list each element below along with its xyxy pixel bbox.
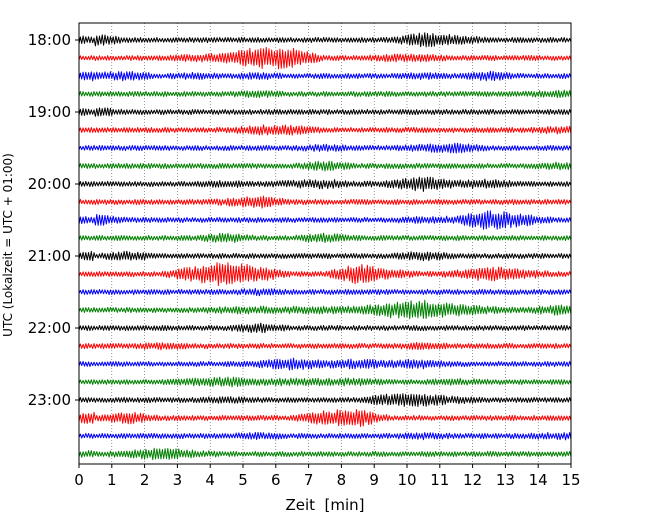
x-axis-label: Zeit [min] (285, 496, 364, 514)
trace-row-17 (78, 342, 572, 351)
x-tick-label-0: 0 (74, 471, 84, 489)
trace-row-9 (78, 195, 572, 209)
trace-row-10 (78, 210, 572, 230)
trace-row-18 (78, 357, 572, 371)
x-tick-label-11: 11 (430, 471, 449, 489)
trace-row-2 (78, 70, 572, 82)
trace-row-1 (78, 46, 572, 70)
trace-row-8 (78, 176, 572, 192)
trace-row-23 (78, 447, 572, 461)
x-tick-label-7: 7 (304, 471, 314, 489)
x-tick-label-9: 9 (369, 471, 379, 489)
x-tick-label-15: 15 (561, 471, 580, 489)
x-tick-label-8: 8 (337, 471, 347, 489)
x-tick-label-5: 5 (238, 471, 248, 489)
trace-row-22 (78, 431, 572, 441)
trace-row-21 (78, 408, 572, 427)
x-tick-label-2: 2 (140, 471, 150, 489)
y-tick-label-5: 23:00 (28, 391, 71, 409)
trace-row-11 (78, 232, 572, 244)
plot-frame (78, 22, 572, 465)
y-tick-label-3: 21:00 (28, 247, 71, 265)
x-tick-label-3: 3 (173, 471, 183, 489)
trace-row-4 (78, 107, 572, 117)
x-tick-label-1: 1 (107, 471, 117, 489)
trace-row-13 (78, 262, 572, 286)
trace-row-20 (78, 393, 572, 407)
x-tick-label-14: 14 (529, 471, 548, 489)
trace-row-19 (78, 376, 572, 388)
traces-layer (78, 32, 572, 461)
trace-row-7 (78, 160, 572, 172)
trace-row-14 (78, 288, 572, 297)
trace-row-15 (78, 299, 572, 320)
y-ticks: 18:00 19:00 20:00 21:00 22:00 23:00 (28, 31, 79, 409)
trace-row-16 (78, 322, 572, 334)
y-tick-label-2: 20:00 (28, 175, 71, 193)
y-axis-label: UTC (Lokalzeit = UTC + 01:00) (1, 153, 15, 337)
x-tick-label-4: 4 (205, 471, 215, 489)
y-tick-label-0: 18:00 (28, 31, 71, 49)
x-ticks: 0 1 2 3 4 5 6 7 8 9 10 11 12 13 14 15 (74, 464, 581, 489)
trace-row-6 (78, 142, 572, 154)
trace-row-3 (78, 89, 572, 99)
trace-row-5 (78, 124, 572, 136)
x-tick-label-12: 12 (463, 471, 482, 489)
x-tick-label-13: 13 (496, 471, 515, 489)
y-tick-label-1: 19:00 (28, 103, 71, 121)
x-tick-label-10: 10 (397, 471, 416, 489)
trace-row-0 (78, 32, 572, 48)
x-tick-label-6: 6 (271, 471, 281, 489)
y-tick-label-4: 22:00 (28, 319, 71, 337)
trace-row-12 (78, 250, 572, 262)
